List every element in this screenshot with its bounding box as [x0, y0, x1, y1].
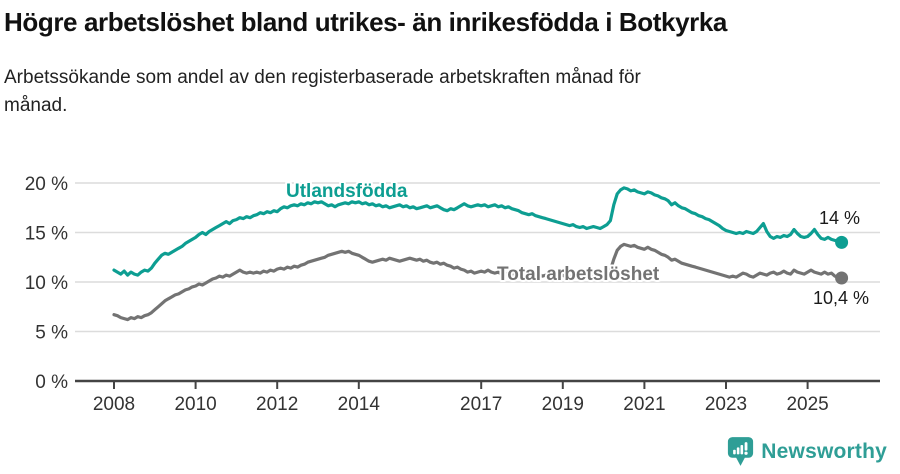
series-line-utlandsfodda	[112, 186, 844, 277]
series-label-utlandsfodda: Utlandsfödda	[286, 181, 408, 202]
logo-exclamation-bar	[744, 442, 748, 451]
y-axis-tick-label: 0 %	[35, 372, 68, 393]
newsworthy-logo: Newsworthy	[727, 436, 887, 467]
x-axis-tick-label: 2019	[542, 394, 584, 415]
x-axis-tick-label: 2023	[705, 394, 747, 415]
x-axis-tick-label: 2010	[174, 394, 216, 415]
series-end-value-utlandsfodda: 14 %	[819, 208, 860, 228]
chart-subtitle: Arbetssökande som andel av den registerb…	[4, 67, 641, 116]
series-label-total-arbetsloshet: Total arbetslöshet	[497, 264, 660, 285]
y-axis-tick-label: 10 %	[25, 273, 68, 294]
logo-bar-1	[733, 449, 737, 455]
x-axis-tick-label: 2017	[460, 394, 502, 415]
y-axis-tick-label: 5 %	[35, 323, 68, 344]
series-end-value-total-arbetsloshet: 10,4 %	[813, 288, 869, 308]
newsworthy-logo-text: Newsworthy	[761, 439, 887, 463]
newsworthy-logo-icon	[728, 437, 754, 466]
x-axis-tick-label: 2021	[623, 394, 665, 415]
x-axis-tick-label: 2014	[338, 394, 381, 415]
series-line-total-arbetsloshet	[112, 242, 844, 322]
y-axis-tick-label: 20 %	[25, 174, 68, 195]
x-axis-tick-label: 2008	[93, 394, 135, 415]
series-end-dot-total-arbetsloshet	[835, 271, 849, 285]
logo-bar-3	[740, 445, 744, 455]
series-end-dot-utlandsfodda	[835, 235, 849, 249]
logo-bar-2	[737, 447, 740, 455]
page-title: Högre arbetslöshet bland utrikes- än inr…	[4, 7, 727, 37]
logo-exclamation-dot	[744, 451, 748, 455]
x-axis-tick-label: 2025	[786, 394, 828, 415]
y-axis-tick-label: 15 %	[25, 224, 68, 245]
x-axis-tick-label: 2012	[256, 394, 298, 415]
